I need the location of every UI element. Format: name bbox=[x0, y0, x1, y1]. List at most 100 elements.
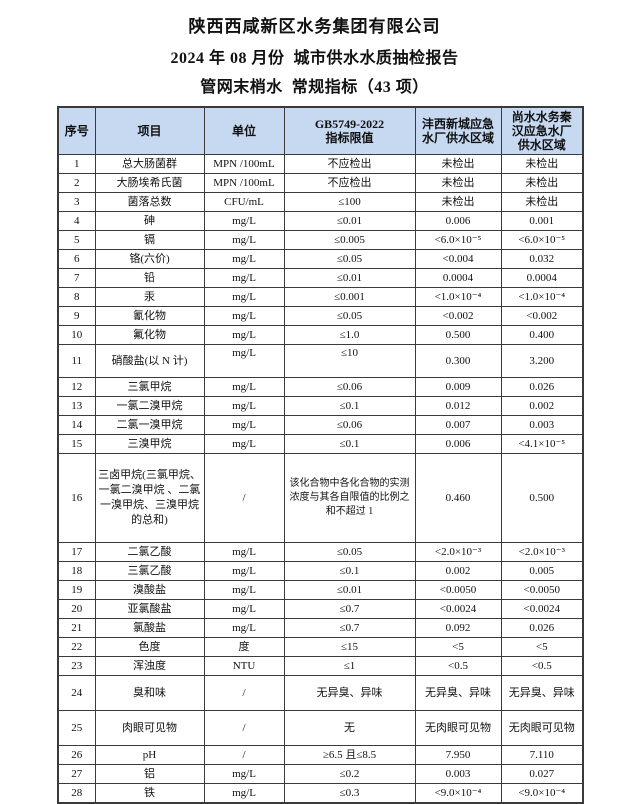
cell-unit: MPN /100mL bbox=[203, 173, 285, 193]
cell-serial-number: 23 bbox=[57, 656, 96, 676]
cell-item: 铬(六价) bbox=[94, 249, 205, 269]
cell-serial-number: 21 bbox=[57, 618, 96, 638]
cell-item: 肉眼可见物 bbox=[94, 710, 205, 746]
cell-gb-limit: ≤0.7 bbox=[283, 618, 416, 638]
cell-item: 氟化物 bbox=[94, 325, 205, 345]
cell-item: 三溴甲烷 bbox=[94, 434, 205, 454]
cell-fengxi-value: <0.0050 bbox=[414, 580, 502, 600]
water-quality-table: 序号 项目 单位 GB5749-2022 指标限值 沣西新城应急 水厂供水区域 … bbox=[57, 106, 584, 804]
table-row: 20 亚氯酸盐 mg/L ≤0.7 <0.0024 <0.0024 bbox=[57, 599, 584, 619]
cell-gb-limit: 该化合物中各化合物的实测浓度与其各自限值的比例之和不超过 1 bbox=[283, 453, 416, 543]
cell-item: 三卤甲烷(三氯甲烷、 一氯二溴甲烷 、二氯一溴甲烷、三溴甲烷的总和) bbox=[94, 453, 205, 543]
cell-item: 氯酸盐 bbox=[94, 618, 205, 638]
cell-gb-limit: ≤0.06 bbox=[283, 377, 416, 397]
cell-fengxi-value: 0.006 bbox=[414, 434, 502, 454]
cell-serial-number: 11 bbox=[57, 344, 96, 378]
cell-unit: 度 bbox=[203, 637, 285, 657]
table-row: 13 一氯二溴甲烷 mg/L ≤0.1 0.012 0.002 bbox=[57, 396, 584, 416]
cell-gb-limit: ≤10 bbox=[283, 344, 416, 378]
cell-gb-limit: ≤0.05 bbox=[283, 542, 416, 562]
cell-serial-number: 5 bbox=[57, 230, 96, 250]
cell-shangshui-value: 0.026 bbox=[500, 377, 584, 397]
cell-gb-limit: ≤0.001 bbox=[283, 287, 416, 307]
header-col-gb-limit: GB5749-2022 指标限值 bbox=[283, 106, 416, 155]
table-row: 25 肉眼可见物 / 无 无肉眼可见物 无肉眼可见物 bbox=[57, 710, 584, 746]
cell-unit: mg/L bbox=[203, 325, 285, 345]
cell-shangshui-value: 0.003 bbox=[500, 415, 584, 435]
report-title-indicator-type: 管网末梢水 常规指标（43 项） bbox=[200, 79, 429, 96]
cell-serial-number: 25 bbox=[57, 710, 96, 746]
cell-shangshui-value: 0.026 bbox=[500, 618, 584, 638]
cell-item: 二氯一溴甲烷 bbox=[94, 415, 205, 435]
cell-serial-number: 28 bbox=[57, 783, 96, 804]
table-row: 12 三氯甲烷 mg/L ≤0.06 0.009 0.026 bbox=[57, 377, 584, 397]
cell-serial-number: 1 bbox=[57, 154, 96, 174]
cell-serial-number: 4 bbox=[57, 211, 96, 231]
header-col-fengxi-plant: 沣西新城应急 水厂供水区域 bbox=[414, 106, 502, 155]
cell-shangshui-value: <5 bbox=[500, 637, 584, 657]
cell-serial-number: 15 bbox=[57, 434, 96, 454]
table-row: 14 二氯一溴甲烷 mg/L ≤0.06 0.007 0.003 bbox=[57, 415, 584, 435]
cell-shangshui-value: 无肉眼可见物 bbox=[500, 710, 584, 746]
cell-shangshui-value: 7.110 bbox=[500, 745, 584, 765]
table-row: 15 三溴甲烷 mg/L ≤0.1 0.006 <4.1×10⁻⁵ bbox=[57, 434, 584, 454]
cell-fengxi-value: 0.460 bbox=[414, 453, 502, 543]
cell-shangshui-value: <6.0×10⁻⁵ bbox=[500, 230, 584, 250]
cell-gb-limit: ≤1 bbox=[283, 656, 416, 676]
cell-shangshui-value: 0.027 bbox=[500, 764, 584, 784]
cell-unit: CFU/mL bbox=[203, 192, 285, 212]
cell-fengxi-value: 0.500 bbox=[414, 325, 502, 345]
cell-item: 二氯乙酸 bbox=[94, 542, 205, 562]
cell-shangshui-value: <0.002 bbox=[500, 306, 584, 326]
cell-serial-number: 27 bbox=[57, 764, 96, 784]
cell-item: 菌落总数 bbox=[94, 192, 205, 212]
cell-gb-limit: 无异臭、异味 bbox=[283, 675, 416, 711]
cell-gb-limit: ≤0.1 bbox=[283, 561, 416, 581]
cell-gb-limit: ≤1.0 bbox=[283, 325, 416, 345]
cell-unit: / bbox=[203, 710, 285, 746]
cell-unit: mg/L bbox=[203, 377, 285, 397]
cell-gb-limit: ≥6.5 且≤8.5 bbox=[283, 745, 416, 765]
cell-serial-number: 22 bbox=[57, 637, 96, 657]
cell-fengxi-value: 0.009 bbox=[414, 377, 502, 397]
cell-fengxi-value: 无肉眼可见物 bbox=[414, 710, 502, 746]
cell-shangshui-value: 0.500 bbox=[500, 453, 584, 543]
cell-serial-number: 10 bbox=[57, 325, 96, 345]
table-row: 18 三氯乙酸 mg/L ≤0.1 0.002 0.005 bbox=[57, 561, 584, 581]
cell-item: 大肠埃希氏菌 bbox=[94, 173, 205, 193]
cell-fengxi-value: 未检出 bbox=[414, 154, 502, 174]
cell-item: 三氯甲烷 bbox=[94, 377, 205, 397]
cell-fengxi-value: 未检出 bbox=[414, 173, 502, 193]
cell-fengxi-value: 0.002 bbox=[414, 561, 502, 581]
cell-unit: mg/L bbox=[203, 415, 285, 435]
cell-unit: mg/L bbox=[203, 561, 285, 581]
cell-fengxi-value: 0.300 bbox=[414, 344, 502, 378]
cell-unit: MPN /100mL bbox=[203, 154, 285, 174]
report-titles: 陕西西咸新区水务集团有限公司 2024 年 08 月份 城市供水水质抽检报告 管… bbox=[0, 0, 629, 97]
cell-unit: mg/L bbox=[203, 599, 285, 619]
cell-serial-number: 2 bbox=[57, 173, 96, 193]
cell-shangshui-value: <2.0×10⁻³ bbox=[500, 542, 584, 562]
cell-serial-number: 8 bbox=[57, 287, 96, 307]
cell-gb-limit: ≤0.1 bbox=[283, 396, 416, 416]
table-row: 26 pH / ≥6.5 且≤8.5 7.950 7.110 bbox=[57, 745, 584, 765]
table-row: 23 浑浊度 NTU ≤1 <0.5 <0.5 bbox=[57, 656, 584, 676]
cell-gb-limit: ≤0.2 bbox=[283, 764, 416, 784]
cell-shangshui-value: <0.5 bbox=[500, 656, 584, 676]
cell-serial-number: 19 bbox=[57, 580, 96, 600]
table-header-row: 序号 项目 单位 GB5749-2022 指标限值 沣西新城应急 水厂供水区域 … bbox=[57, 106, 584, 155]
cell-item: 一氯二溴甲烷 bbox=[94, 396, 205, 416]
header-col-item: 项目 bbox=[94, 106, 205, 155]
cell-item: 浑浊度 bbox=[94, 656, 205, 676]
cell-serial-number: 14 bbox=[57, 415, 96, 435]
cell-unit: mg/L bbox=[203, 434, 285, 454]
cell-item: 汞 bbox=[94, 287, 205, 307]
cell-shangshui-value: <1.0×10⁻⁴ bbox=[500, 287, 584, 307]
cell-fengxi-value: <0.0024 bbox=[414, 599, 502, 619]
cell-serial-number: 12 bbox=[57, 377, 96, 397]
cell-gb-limit: ≤15 bbox=[283, 637, 416, 657]
cell-shangshui-value: 0.001 bbox=[500, 211, 584, 231]
cell-fengxi-value: <0.002 bbox=[414, 306, 502, 326]
table-row: 4 砷 mg/L ≤0.01 0.006 0.001 bbox=[57, 211, 584, 231]
